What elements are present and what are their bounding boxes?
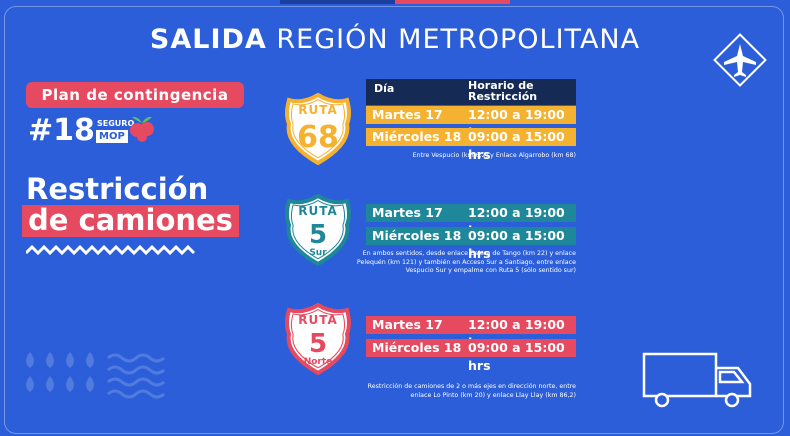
shield-inner <box>290 98 346 159</box>
schedule-row: Miércoles 18 09:00 a 15:00 hrs <box>366 339 576 373</box>
truck-icon <box>642 352 752 408</box>
day: Miércoles 18 <box>372 228 462 243</box>
title-bold: SALIDA <box>149 24 267 55</box>
title-rest: REGIÓN METROPOLITANA <box>276 24 641 55</box>
airplane-icon <box>713 33 767 87</box>
shield-top: RUTA <box>298 313 338 327</box>
hashtag: #18 <box>28 113 95 148</box>
table-header: Día Horario de Restricción <box>366 79 576 105</box>
top-stripe <box>395 0 510 4</box>
title: SALIDA REGIÓN METROPOLITANA <box>0 24 790 55</box>
shield-number: 5 <box>309 220 327 250</box>
shield-inner <box>290 199 346 260</box>
frame <box>4 6 784 434</box>
shield-top: RUTA <box>298 204 338 218</box>
shield-number: 5 <box>309 329 327 359</box>
header-hours: Horario de Restricción <box>468 79 538 103</box>
day: Miércoles 18 <box>372 129 462 144</box>
day: Martes 17 <box>372 107 443 122</box>
schedule-row: Miércoles 18 09:00 a 15:00 hrs <box>366 227 576 261</box>
header-day: Día <box>374 82 395 95</box>
plan-badge: Plan de contingencia <box>26 82 244 108</box>
shield-outline <box>285 92 351 166</box>
heading-line1: Restricción <box>26 172 209 206</box>
decor <box>26 352 165 399</box>
schedule-row: Miércoles 18 09:00 a 15:00 hrs <box>366 128 576 162</box>
shield-outline <box>285 193 351 267</box>
hours: 09:00 a 15:00 hrs <box>468 340 565 373</box>
day: Martes 17 <box>372 317 443 332</box>
top-stripe <box>280 0 395 4</box>
shield-top: RUTA <box>298 103 338 117</box>
route-shield: RUTA 68 <box>285 92 351 166</box>
shield-number: 68 <box>297 120 339 155</box>
shield-inner <box>290 308 346 369</box>
wave <box>26 244 196 256</box>
route-note: Entre Vespucio (km 6,2) y Enlace Algarro… <box>412 152 576 159</box>
seguro: SEGURO <box>97 119 135 128</box>
day: Martes 17 <box>372 205 443 220</box>
mop: MOP <box>96 130 128 143</box>
hours: 09:00 a 15:00 hrs <box>468 228 565 261</box>
route-note: Restricción de camiones de 2 o más ejes … <box>367 383 576 399</box>
shield-outline <box>285 302 351 376</box>
shield-sub: Norte <box>304 357 333 367</box>
hours: 09:00 a 15:00 hrs <box>468 129 565 162</box>
heading-line2: de camiones <box>22 205 239 237</box>
fruit-icon <box>130 116 154 142</box>
shield-sub: Sur <box>309 248 327 258</box>
day: Miércoles 18 <box>372 340 462 355</box>
route-note: En ambos sentidos, desde enlace Calera d… <box>356 250 576 274</box>
